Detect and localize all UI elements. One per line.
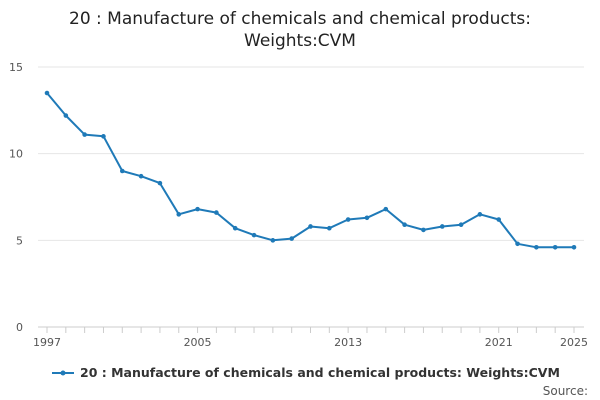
data-point-2016[interactable]: [402, 222, 407, 228]
data-point-2015[interactable]: [383, 206, 389, 212]
grid-lines: [38, 66, 584, 241]
data-point-2013[interactable]: [345, 217, 351, 222]
data-point-1999[interactable]: [82, 132, 87, 137]
data-point-2010[interactable]: [289, 236, 294, 241]
data-point-2001[interactable]: [119, 168, 125, 174]
series-line: [46, 92, 574, 249]
chart-title: 20 : Manufacture of chemicals and chemic…: [69, 9, 531, 29]
data-point-2021[interactable]: [496, 217, 502, 222]
x-tick-label-2013: 2013: [334, 336, 362, 349]
data-point-2023[interactable]: [534, 244, 539, 250]
data-point-2022[interactable]: [515, 241, 520, 247]
data-point-2018[interactable]: [439, 224, 445, 229]
legend-label: 20 : Manufacture of chemicals and chemic…: [80, 365, 560, 380]
data-point-2009[interactable]: [270, 238, 276, 243]
data-point-2012[interactable]: [327, 225, 332, 231]
series-group: [44, 90, 577, 250]
source-label: Source:: [543, 384, 588, 398]
y-tick-label-0: 0: [16, 321, 23, 334]
data-point-2000[interactable]: [101, 134, 106, 139]
x-tick-label-1997: 1997: [33, 336, 61, 349]
data-point-2006[interactable]: [214, 210, 219, 215]
data-point-2014[interactable]: [364, 215, 370, 221]
x-tick-label-2021: 2021: [485, 336, 513, 349]
data-point-2004[interactable]: [176, 212, 182, 217]
data-point-2002[interactable]: [138, 173, 144, 179]
data-point-2011[interactable]: [308, 224, 313, 229]
data-point-1997[interactable]: [44, 90, 50, 96]
y-tick-label-10: 10: [9, 148, 23, 161]
x-tick-label-2025: 2025: [560, 336, 588, 349]
data-point-2008[interactable]: [251, 232, 257, 238]
y-axis: 0 5 10 15: [9, 61, 23, 334]
y-tick-label-15: 15: [9, 61, 23, 74]
data-point-2024[interactable]: [552, 244, 558, 250]
data-point-2005[interactable]: [195, 206, 200, 212]
data-point-2025[interactable]: [571, 244, 577, 250]
legend-marker-dot: [60, 370, 66, 376]
data-point-2020[interactable]: [477, 212, 483, 217]
chart-title-line2: Weights:CVM: [244, 31, 356, 51]
data-point-2017[interactable]: [421, 227, 426, 233]
data-point-2007[interactable]: [232, 225, 238, 231]
x-axis: 1997 2005 2013 2021 2025: [33, 326, 588, 349]
data-point-2003[interactable]: [157, 180, 163, 186]
y-tick-label-5: 5: [16, 234, 23, 247]
data-point-2019[interactable]: [458, 222, 464, 228]
data-point-1998[interactable]: [63, 113, 69, 118]
legend[interactable]: 20 : Manufacture of chemicals and chemic…: [52, 365, 560, 380]
x-tick-label-2005: 2005: [184, 336, 212, 349]
